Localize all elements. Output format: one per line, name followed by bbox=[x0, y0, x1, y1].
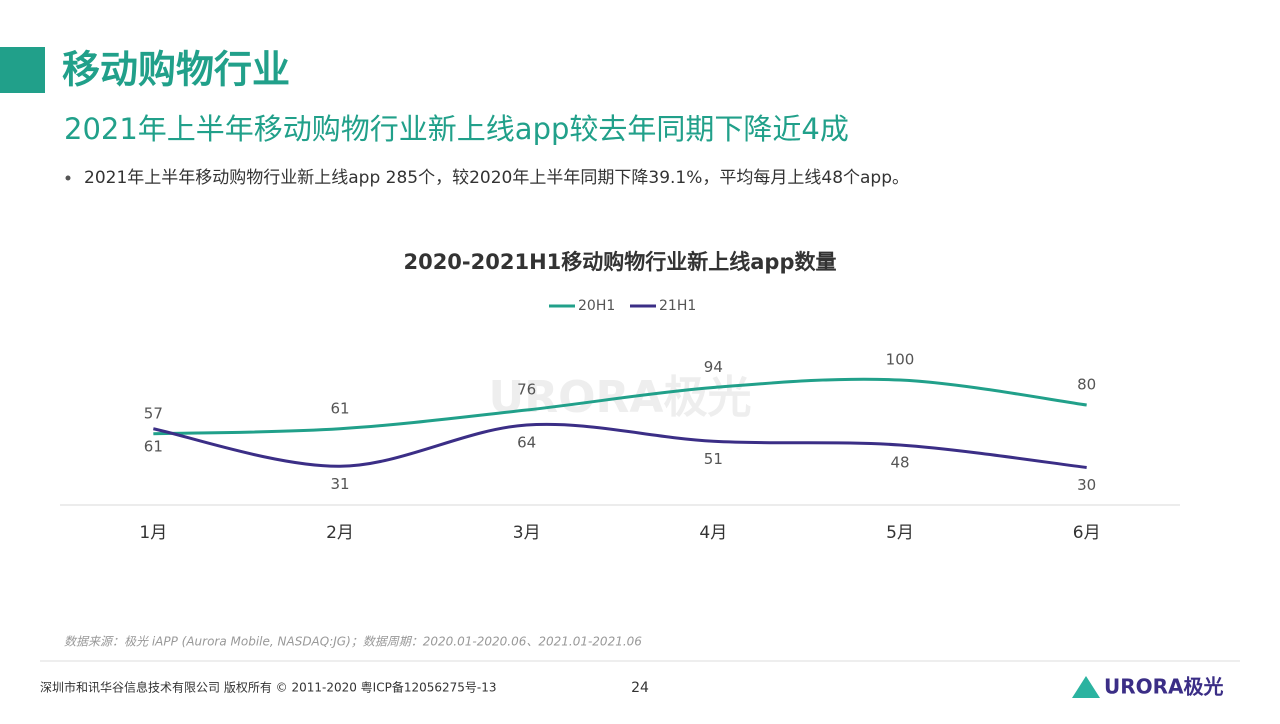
x-tick-label: 6月 bbox=[1073, 523, 1101, 543]
page-number: 24 bbox=[631, 680, 649, 696]
legend-label: 20H1 bbox=[578, 298, 615, 314]
company: 深圳市和讯华谷信息技术有限公司 版权所有 © 2011-2020 粤ICP备12… bbox=[40, 680, 497, 695]
data-label: 80 bbox=[1077, 376, 1096, 394]
title-marker bbox=[0, 47, 45, 93]
logo-icon bbox=[1072, 676, 1100, 698]
x-tick-label: 5月 bbox=[886, 523, 914, 543]
x-tick-label: 2月 bbox=[326, 523, 354, 543]
x-tick-label: 3月 bbox=[513, 523, 541, 543]
data-label: 51 bbox=[704, 450, 723, 468]
data-label: 100 bbox=[886, 351, 915, 369]
bullet-dot bbox=[65, 175, 71, 181]
subtitle: 2021年上半年移动购物行业新上线app较去年同期下降近4成 bbox=[64, 112, 849, 146]
data-label: 94 bbox=[704, 358, 723, 376]
data-label: 31 bbox=[330, 475, 349, 493]
data-label: 64 bbox=[517, 434, 536, 452]
x-tick-label: 4月 bbox=[699, 523, 727, 543]
data-label: 48 bbox=[890, 454, 909, 472]
legend-label: 21H1 bbox=[659, 298, 696, 314]
logo-text: URORA极光 bbox=[1104, 675, 1224, 699]
source-note: 数据来源：极光 iAPP (Aurora Mobile, NASDAQ:JG)；… bbox=[64, 635, 642, 649]
data-label: 61 bbox=[144, 437, 163, 455]
x-tick-label: 1月 bbox=[139, 523, 167, 543]
chart-title: 2020-2021H1移动购物行业新上线app数量 bbox=[403, 250, 836, 274]
series-line bbox=[153, 377, 1087, 436]
bullet-text: 2021年上半年移动购物行业新上线app 285个，较2020年上半年同期下降3… bbox=[84, 168, 909, 188]
page-title: 移动购物行业 bbox=[62, 48, 290, 92]
data-label: 30 bbox=[1077, 476, 1096, 494]
data-label: 61 bbox=[330, 399, 349, 417]
data-label: 76 bbox=[517, 381, 536, 399]
series-line bbox=[153, 422, 1087, 469]
data-label: 57 bbox=[144, 404, 163, 422]
